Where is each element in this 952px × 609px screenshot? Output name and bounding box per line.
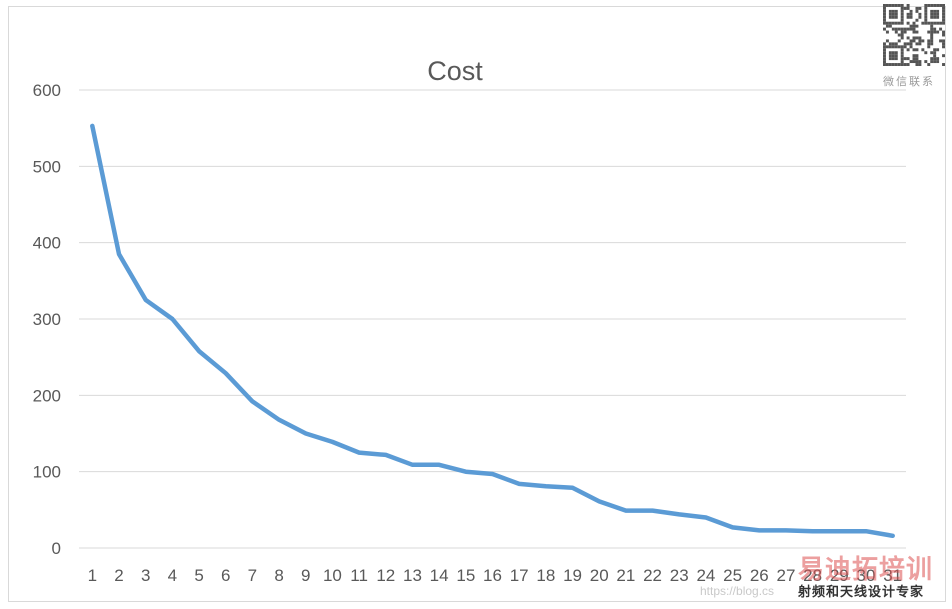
- x-tick-label: 18: [536, 566, 555, 585]
- x-tick-label: 23: [670, 566, 689, 585]
- x-tick-label: 21: [616, 566, 635, 585]
- x-tick-label: 6: [221, 566, 230, 585]
- x-tick-label: 3: [141, 566, 150, 585]
- x-tick-label: 26: [750, 566, 769, 585]
- y-tick-label: 0: [52, 539, 61, 558]
- logo-subtitle: 射频和天线设计专家: [798, 585, 925, 600]
- y-tick-label: 100: [33, 463, 61, 482]
- y-tick-label: 600: [33, 81, 61, 100]
- y-tick-label: 300: [33, 310, 61, 329]
- x-tick-label: 22: [643, 566, 662, 585]
- x-tick-label: 27: [776, 566, 795, 585]
- x-tick-label: 20: [590, 566, 609, 585]
- x-tick-label: 13: [403, 566, 422, 585]
- x-tick-label: 5: [194, 566, 203, 585]
- x-tick-label: 12: [376, 566, 395, 585]
- y-tick-label: 400: [33, 234, 61, 253]
- qr-code-watermark: 微信联系: [883, 4, 949, 88]
- x-tick-label: 1: [88, 566, 97, 585]
- x-tick-label: 28: [803, 566, 822, 585]
- x-tick-label: 19: [563, 566, 582, 585]
- x-tick-label: 9: [301, 566, 310, 585]
- x-tick-label: 30: [857, 566, 876, 585]
- x-tick-label: 17: [510, 566, 529, 585]
- y-tick-label: 200: [33, 386, 61, 405]
- chart-title: Cost: [427, 56, 483, 86]
- x-tick-label: 11: [350, 566, 368, 585]
- x-tick-label: 8: [274, 566, 283, 585]
- chart-area: Cost 0 100 200 300 400 500 600 1 2 3 4 5 6 7 8 9 10 11 12…: [8, 6, 946, 602]
- x-tick-label: 14: [430, 566, 449, 585]
- x-tick-label: 29: [830, 566, 849, 585]
- qr-caption: 微信联系: [883, 75, 935, 88]
- logo-watermark: 易迪拓培训 射频和天线设计专家: [798, 556, 948, 606]
- x-tick-label: 2: [114, 566, 123, 585]
- x-tick-label: 15: [456, 566, 475, 585]
- series-line: [90, 123, 895, 539]
- qr-code-icon: [883, 4, 945, 66]
- x-tick-label: 7: [248, 566, 257, 585]
- url-watermark: https://blog.cs: [700, 584, 775, 598]
- x-tick-label: 4: [168, 566, 177, 585]
- y-tick-label: 500: [33, 157, 61, 176]
- x-tick-label: 24: [696, 566, 715, 585]
- x-tick-label: 25: [723, 566, 742, 585]
- x-tick-label: 16: [483, 566, 502, 585]
- x-tick-label: 10: [323, 566, 342, 585]
- logo-text: 易迪拓培训: [798, 555, 934, 585]
- x-tick-label: 31: [883, 566, 902, 585]
